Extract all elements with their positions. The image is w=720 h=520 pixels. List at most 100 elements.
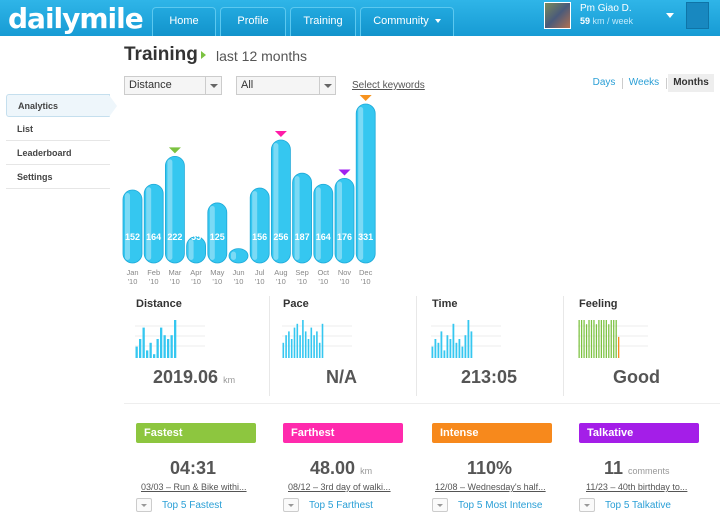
sidebar-item-leaderboard[interactable]: Leaderboard (6, 142, 110, 165)
intense-value: 110% (467, 458, 513, 478)
chart-bar[interactable] (313, 183, 334, 264)
top5-intense-link[interactable]: Top 5 Most Intense (458, 500, 543, 511)
distance-unit: km (223, 375, 236, 385)
metric-select-value: Distance (129, 79, 172, 91)
chart-bar-value-label: 331 (358, 232, 373, 242)
period-label: Days (592, 77, 616, 88)
farthest-record: 48.00 km (310, 458, 372, 479)
top5-farthest-link[interactable]: Top 5 Farthest (309, 500, 373, 511)
top5-fastest-toggle[interactable] (136, 498, 152, 512)
chevron-down-icon (205, 77, 221, 94)
chart-bar-value-label: 125 (210, 232, 225, 242)
period-label: Weeks (628, 77, 660, 88)
chart-month-tick-label: Apr (190, 268, 202, 277)
chart-bar-value-label: 156 (252, 232, 267, 242)
fastest-activity-link[interactable]: 03/03 – Run & Bike withi... (141, 482, 247, 492)
talkative-activity-link[interactable]: 11/23 – 40th birthday to... (586, 482, 688, 492)
distance-value: 2019.06 (153, 367, 219, 387)
card-divider (416, 296, 417, 396)
user-weekly-km: 59 km / week (580, 16, 633, 26)
sparkline-bar (293, 327, 296, 358)
chart-bar[interactable] (207, 202, 228, 264)
sparkline-bar (153, 354, 156, 358)
sidebar-item-settings[interactable]: Settings (6, 166, 110, 189)
intense-activity-link[interactable]: 12/08 – Wednesday's half... (435, 482, 546, 492)
sparkline-bar (590, 320, 593, 358)
user-menu-chevron-icon[interactable] (666, 13, 674, 18)
sparkline-bar (464, 335, 467, 358)
top5-intense-toggle[interactable] (432, 498, 448, 512)
sparkline-bar (608, 324, 610, 358)
period-label: Months (673, 77, 709, 88)
top5-fastest-link[interactable]: Top 5 Fastest (162, 500, 223, 511)
sparkline-bar (603, 320, 605, 358)
chart-bar[interactable] (249, 187, 270, 264)
feeling-total: Good (613, 367, 660, 388)
farthest-activity-link[interactable]: 08/12 – 3rd day of walki... (288, 482, 391, 492)
sparkline-bar (160, 327, 163, 358)
scope-select[interactable]: All (236, 76, 336, 95)
time-total: 213:05 (461, 367, 517, 388)
top5-talkative-link[interactable]: Top 5 Talkative (605, 500, 671, 511)
chart-bar-highlight (337, 181, 342, 260)
sparkline-bar (578, 320, 580, 358)
talkative-unit: comments (628, 466, 670, 476)
dailymile-logo[interactable]: dailymile (8, 2, 144, 35)
page-title: Training (124, 44, 198, 65)
chart-year-tick-label: '10 (128, 277, 138, 286)
sparkline-bar (613, 320, 615, 358)
chart-year-tick-label: '10 (276, 277, 286, 286)
sparkline-bar (434, 339, 437, 358)
top5-farthest-toggle[interactable] (283, 498, 299, 512)
nav-tab-home[interactable]: Home (152, 7, 216, 36)
sidebar-item-list[interactable]: List (6, 118, 110, 141)
stat-title-feeling: Feeling (579, 298, 618, 310)
sparkline-bar (610, 320, 612, 358)
monthly-distance-chart: 152Jan'10164Feb'10222Mar'1055Apr'10125Ma… (122, 95, 376, 286)
period-weeks[interactable]: Weeks (624, 74, 664, 92)
sparkline-bar (316, 331, 318, 358)
chart-bar[interactable] (186, 236, 206, 264)
chart-year-tick-label: '10 (234, 277, 244, 286)
chart-bar[interactable] (334, 178, 355, 264)
metric-select[interactable]: Distance (124, 76, 222, 95)
chart-bar[interactable] (143, 183, 164, 264)
sparkline-bar (595, 324, 598, 358)
nav-tab-profile[interactable]: Profile (220, 7, 286, 36)
sparkline-bar (580, 320, 583, 358)
user-km-unit: km / week (592, 16, 634, 26)
nav-tab-training[interactable]: Training (290, 7, 356, 36)
sparkline-bar (163, 335, 166, 358)
top-nav-bar: dailymile Home Profile Training Communit… (0, 0, 720, 36)
chart-month-tick-label: Sep (295, 268, 308, 277)
chart-bar[interactable] (122, 189, 143, 264)
sparkline-bar (290, 339, 293, 358)
record-marker-icon (274, 131, 287, 138)
badge-intense: Intense (432, 423, 552, 443)
sidebar-item-analytics[interactable]: Analytics (6, 94, 117, 117)
sparkline-bar (288, 331, 290, 358)
notifications-button[interactable] (686, 2, 709, 29)
nav-tab-community[interactable]: Community (360, 7, 454, 36)
chart-bar[interactable] (165, 155, 185, 264)
sparkline-bar (600, 320, 603, 358)
top5-talkative-toggle[interactable] (579, 498, 595, 512)
period-months[interactable]: Months (668, 74, 714, 92)
chart-bar[interactable] (270, 139, 291, 264)
chart-bar-highlight (273, 143, 279, 260)
user-name[interactable]: Pm Giao D. (580, 3, 632, 14)
sparkline-bar (593, 320, 595, 358)
chart-month-tick-label: Jan (126, 268, 138, 277)
sidebar-item-label: List (17, 124, 34, 134)
avatar[interactable] (544, 2, 571, 29)
chart-bar[interactable] (355, 103, 376, 264)
sidebar-item-label: Settings (17, 172, 53, 182)
stat-title-pace: Pace (283, 298, 309, 310)
select-keywords-link[interactable]: Select keywords (352, 80, 425, 91)
period-days[interactable]: Days (588, 74, 620, 92)
sidebar-item-label: Analytics (18, 101, 59, 111)
chart-bar[interactable] (228, 248, 249, 264)
chart-bar[interactable] (292, 172, 313, 264)
sparkline-bar (598, 320, 600, 358)
sparkline-bar (285, 335, 287, 358)
